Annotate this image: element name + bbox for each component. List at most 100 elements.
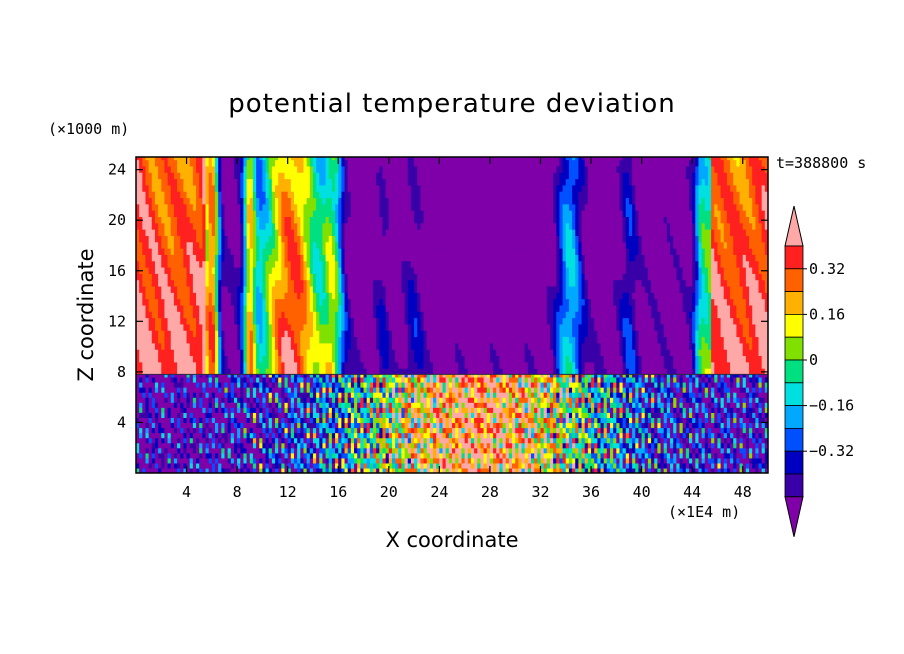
heat-cell bbox=[316, 165, 320, 173]
heat-cell bbox=[531, 165, 535, 173]
heat-cell bbox=[186, 260, 191, 268]
heat-cell bbox=[556, 336, 561, 344]
heat-cell bbox=[556, 159, 561, 167]
heat-cell bbox=[537, 311, 542, 319]
heat-cell bbox=[581, 191, 586, 199]
heat-cell bbox=[237, 159, 241, 167]
heat-cell bbox=[470, 157, 475, 161]
heat-cell bbox=[537, 368, 542, 376]
heat-cell bbox=[439, 273, 444, 281]
heat-cell bbox=[196, 368, 200, 376]
heat-cell bbox=[183, 330, 188, 338]
heat-cell bbox=[139, 355, 143, 363]
heat-cell bbox=[414, 317, 418, 325]
heat-cell bbox=[227, 342, 232, 350]
heat-cell bbox=[518, 229, 523, 236]
heat-cell bbox=[369, 203, 374, 211]
heat-cell bbox=[568, 292, 573, 300]
heat-cell bbox=[572, 254, 576, 262]
heat-cell bbox=[237, 191, 241, 199]
heat-cell bbox=[237, 355, 241, 363]
heat-cell bbox=[227, 298, 232, 306]
heat-cell bbox=[357, 157, 361, 161]
heat-cell bbox=[467, 330, 472, 338]
heat-cell bbox=[363, 323, 368, 331]
heat-cell bbox=[344, 342, 349, 350]
heat-cell bbox=[211, 279, 216, 287]
heat-cell bbox=[256, 279, 260, 287]
heat-cell bbox=[470, 210, 475, 218]
heat-cell bbox=[297, 216, 301, 224]
heat-cell bbox=[186, 317, 191, 325]
heat-cell bbox=[461, 235, 466, 243]
heat-cell bbox=[142, 304, 147, 312]
heat-cell bbox=[303, 210, 308, 218]
heat-cell bbox=[496, 222, 500, 230]
heat-cell bbox=[199, 165, 203, 173]
heat-cell bbox=[252, 222, 257, 230]
heat-cell bbox=[335, 361, 339, 369]
heat-cell bbox=[553, 248, 557, 255]
heat-cell bbox=[540, 157, 545, 161]
heat-cell bbox=[496, 273, 500, 281]
heat-cell bbox=[391, 203, 396, 211]
heat-cell bbox=[480, 157, 485, 161]
heat-cell bbox=[572, 178, 576, 186]
heat-cell bbox=[246, 241, 251, 249]
heat-cell bbox=[136, 203, 140, 211]
heat-cell bbox=[211, 178, 216, 186]
heat-cell bbox=[452, 248, 456, 255]
heat-cell bbox=[265, 229, 270, 236]
heat-cell bbox=[290, 248, 295, 255]
heat-cell bbox=[429, 165, 434, 173]
heat-cell bbox=[486, 159, 491, 167]
heat-cell bbox=[344, 311, 349, 319]
heat-cell bbox=[309, 172, 314, 180]
heat-cell bbox=[186, 368, 191, 376]
heat-cell bbox=[227, 165, 232, 173]
heat-cell bbox=[565, 349, 570, 357]
heat-cell bbox=[395, 273, 399, 281]
heat-cell bbox=[474, 178, 478, 186]
heat-cell bbox=[205, 260, 210, 268]
heat-cell bbox=[496, 330, 500, 338]
heat-cell bbox=[208, 355, 213, 363]
heat-cell bbox=[366, 222, 371, 230]
heat-cell bbox=[461, 361, 466, 369]
heat-cell bbox=[531, 336, 535, 344]
heat-cell bbox=[464, 254, 469, 262]
heat-cell bbox=[158, 248, 162, 255]
heat-cell bbox=[322, 298, 327, 306]
heat-cell bbox=[161, 311, 166, 319]
heat-cell bbox=[515, 241, 519, 249]
heat-cell bbox=[379, 229, 384, 236]
heat-cell bbox=[382, 157, 387, 161]
heat-cell bbox=[357, 172, 361, 180]
heat-cell bbox=[300, 191, 305, 199]
heat-cell bbox=[382, 222, 387, 230]
heat-cell bbox=[531, 368, 535, 376]
heat-cell bbox=[145, 178, 150, 186]
heat-cell bbox=[477, 361, 482, 369]
heat-cell bbox=[423, 235, 428, 243]
heat-cell bbox=[271, 178, 276, 186]
heat-cell bbox=[429, 323, 434, 331]
heat-cell bbox=[470, 172, 475, 180]
heat-cell bbox=[496, 336, 500, 344]
heat-cell bbox=[306, 304, 311, 312]
heat-cell bbox=[246, 159, 251, 167]
heat-cell bbox=[189, 235, 194, 243]
heat-cell bbox=[436, 292, 440, 300]
heat-cell bbox=[350, 285, 355, 293]
heat-cell bbox=[442, 197, 447, 205]
heat-cell bbox=[139, 203, 143, 211]
heat-cell bbox=[556, 330, 561, 338]
heat-cell bbox=[382, 292, 387, 300]
heat-cell bbox=[259, 292, 263, 300]
heat-cell bbox=[426, 266, 431, 274]
heat-cell bbox=[309, 235, 314, 243]
heat-cell bbox=[385, 172, 390, 180]
heat-cell bbox=[464, 355, 469, 363]
heat-cell bbox=[572, 336, 576, 344]
heat-cell bbox=[436, 355, 440, 363]
